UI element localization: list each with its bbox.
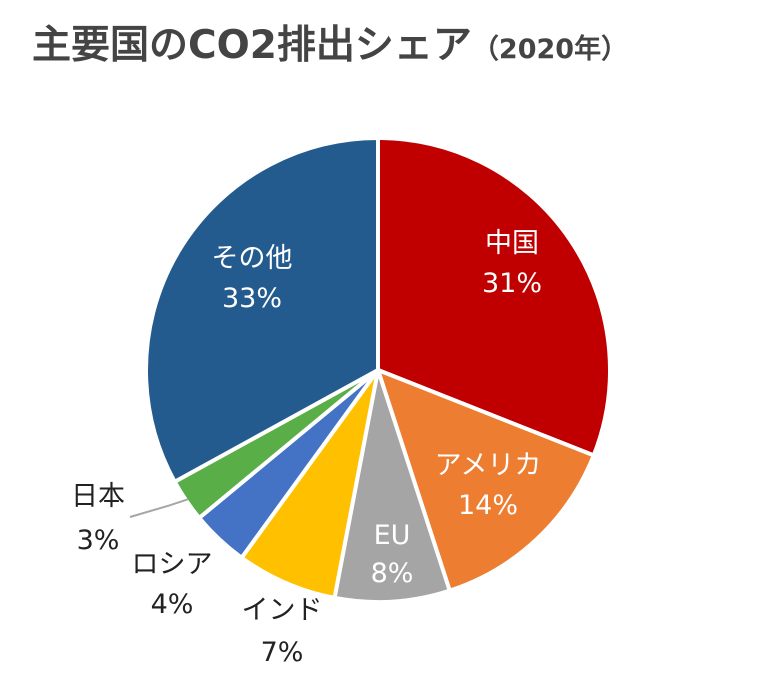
slice-label-value-4: 4% — [151, 589, 194, 620]
slice-labels: 中国 31% アメリカ 14% EU 8% インド 7% ロシア 4% 日本 3% その他 33% — [71, 228, 542, 668]
slice-label-name-0: 中国 — [485, 228, 539, 259]
pie-slice-6 — [144, 136, 380, 484]
slice-label-value-1: 14% — [458, 490, 518, 521]
slice-label-name-5: 日本 — [71, 481, 125, 512]
pie-slices — [144, 136, 612, 604]
slice-label-value-6: 33% — [222, 283, 282, 314]
slice-label-name-3: インド — [242, 595, 323, 626]
chart-title-main: 主要国のCO2排出シェア — [32, 23, 472, 68]
leader-line-5 — [129, 498, 189, 518]
pie-slice-2 — [332, 368, 452, 604]
chart-subtitle: （2020年） — [471, 34, 629, 65]
slice-label-value-5: 3% — [77, 525, 120, 556]
slice-label-value-2: 8% — [371, 558, 414, 589]
leader-lines — [129, 498, 189, 518]
slice-label-value-0: 31% — [482, 268, 542, 299]
slice-label-name-2: EU — [374, 520, 411, 551]
slice-label-name-6: その他 — [212, 243, 293, 274]
slice-label-name-4: ロシア — [132, 549, 213, 580]
chart-title: 主要国のCO2排出シェア（2020年） — [32, 14, 628, 70]
pie-slice-0 — [376, 136, 612, 458]
slice-label-name-1: アメリカ — [435, 450, 542, 481]
slice-label-value-3: 7% — [261, 637, 304, 668]
